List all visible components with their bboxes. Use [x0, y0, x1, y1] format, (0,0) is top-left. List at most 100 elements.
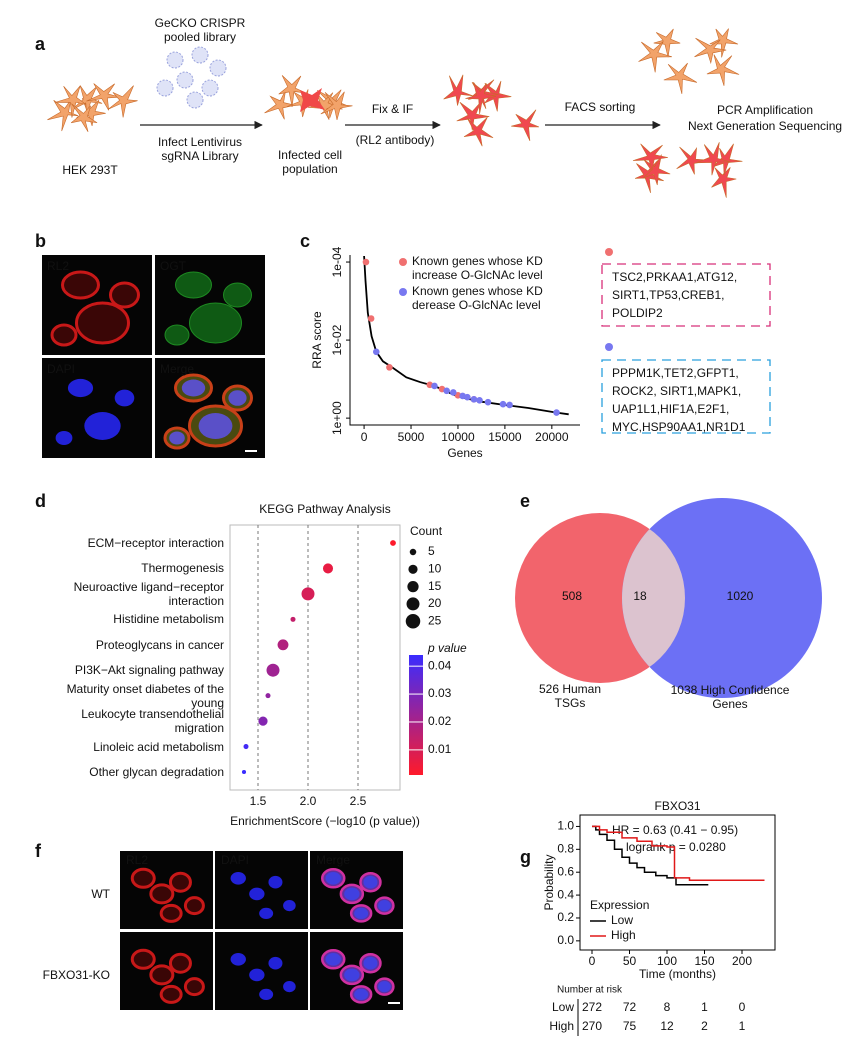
color-tick-label: 0.04 [428, 658, 452, 672]
image-label: DAPI [221, 853, 249, 867]
cell-signal [378, 900, 391, 912]
risk-count: 270 [582, 1019, 602, 1033]
survival-curve [592, 825, 709, 886]
scale-bar [245, 450, 257, 452]
cell [711, 167, 737, 198]
pathway-label: PI3K−Akt signaling pathway [74, 663, 224, 678]
cell [278, 75, 307, 108]
legend-swatch [605, 248, 613, 256]
gene-list: PPPM1K,TET2,GFPT1, [612, 366, 739, 380]
survival-curve [592, 825, 765, 881]
gene-list: MYC,HSP90AA1,NR1D1 [612, 420, 746, 434]
size-legend-dot [405, 613, 421, 629]
virus [186, 91, 204, 109]
x-tick-label: 2.5 [350, 794, 367, 808]
legend-label: Known genes whose KD increase O-GlcNAc l… [412, 254, 543, 282]
cell-signal [159, 984, 183, 1004]
gene-point [476, 397, 483, 404]
legend-swatch [399, 288, 407, 296]
pathway-dot [241, 769, 247, 775]
cell-signal [164, 324, 190, 346]
legend-swatch [605, 343, 613, 351]
gene-point [499, 400, 507, 408]
cell-signal [67, 378, 94, 398]
cell [86, 83, 120, 111]
cell [264, 90, 295, 120]
y-axis-label: RRA score [310, 311, 324, 369]
cell [70, 103, 98, 133]
x-tick-label: 1.5 [250, 794, 267, 808]
cell-signal [75, 301, 130, 345]
cell-signal [198, 413, 233, 439]
gene-list: UAP1L1,HIF1A,E2F1, [612, 402, 729, 416]
panel-label: d [35, 491, 46, 511]
schematic-text: HEK 293T [62, 163, 118, 177]
cell [643, 154, 671, 186]
cell-signal [159, 903, 183, 923]
cell [663, 62, 698, 94]
cell [443, 74, 473, 106]
panel-label: e [520, 491, 530, 511]
venn-count: 1020 [727, 589, 754, 603]
risk-count: 12 [660, 1019, 674, 1033]
risk-count: 2 [701, 1019, 708, 1033]
pathway-dot [265, 693, 271, 699]
legend-label: 10 [428, 561, 442, 575]
cell-signal [149, 883, 175, 905]
cell-signal [114, 389, 135, 407]
cell-signal [168, 952, 192, 974]
pathway-label: Proteoglycans in cancer [95, 637, 224, 652]
cell [709, 28, 739, 58]
gene-box [601, 263, 771, 327]
axis [349, 255, 580, 426]
gene-list: POLDIP2 [612, 306, 663, 320]
gene-list: TSC2,PRKAA1,ATG12, [612, 270, 737, 284]
schematic-text: GeCKO CRISPR pooled library [154, 16, 246, 44]
pathway-dot [301, 587, 315, 601]
cell [653, 28, 681, 58]
cell-signal [268, 875, 283, 889]
legend-swatch [399, 258, 407, 266]
cell-signal [249, 968, 265, 982]
y-tick-label: 1e+00 [330, 401, 344, 435]
gene-point [464, 393, 471, 401]
pathway-dot [266, 663, 280, 677]
cell-signal [223, 282, 252, 308]
risk-row-label: Low [552, 1000, 574, 1014]
x-tick-label: 200 [732, 954, 752, 968]
cell-signal [130, 948, 156, 970]
venn-count: 18 [633, 589, 647, 603]
cell [694, 37, 727, 65]
pathway-dot [258, 716, 268, 726]
image-label: DAPI [47, 362, 75, 376]
venn-count: 508 [562, 589, 582, 603]
gene-point [484, 398, 492, 406]
schematic-text: FACS sorting [564, 100, 636, 114]
legend-label: 20 [428, 596, 442, 610]
gene-point [553, 409, 560, 416]
schematic-text: PCR Amplification [716, 103, 814, 117]
legend-label: 15 [428, 579, 442, 593]
cell-signal [344, 887, 360, 901]
rank-curve [363, 255, 569, 416]
legend-title: Count [410, 524, 443, 538]
y-tick-label: 0.4 [557, 887, 574, 901]
schematic-text: Infect Lentivirus sgRNA Library [157, 135, 243, 163]
risk-count: 8 [664, 1000, 671, 1014]
pathway-dot [290, 616, 296, 622]
x-tick-label: 2.0 [300, 794, 317, 808]
cell [47, 99, 79, 132]
virus [166, 51, 184, 69]
risk-count: 72 [623, 1000, 637, 1014]
gene-list: SIRT1,TP53,CREB1, [612, 288, 725, 302]
cell-signal [55, 431, 73, 445]
pathway-label: Neuroactive ligand−receptor interaction [73, 579, 224, 608]
size-legend-dot [407, 580, 419, 593]
x-tick-label: 150 [694, 954, 714, 968]
cell [320, 91, 353, 120]
cell [511, 109, 540, 142]
size-legend-dot [406, 597, 420, 611]
cell-signal [283, 900, 296, 912]
cell-signal [325, 953, 341, 966]
